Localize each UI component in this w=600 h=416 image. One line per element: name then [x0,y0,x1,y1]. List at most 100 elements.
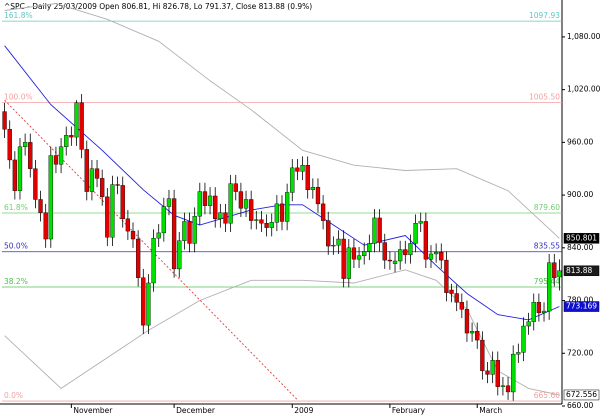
line-end-label: 672.556 [566,390,597,399]
candle-body [120,185,125,220]
candle-body [177,240,182,270]
candle-body [336,238,341,246]
candle-body [423,221,429,260]
candle-body [17,146,23,191]
level-label: 0.0% [4,391,23,400]
candle-body [254,219,259,221]
candle-body [454,293,459,303]
candle-body [130,230,136,240]
candle-body [279,203,285,222]
line-end-label: 773.169 [566,302,597,311]
level-label: 50.0% [4,242,28,251]
candle-body [94,168,100,179]
candle-body [207,195,213,206]
y-tick-label: 900.00 [567,190,593,199]
candle-body [315,186,321,205]
candle-body [398,249,403,262]
candle-body [459,302,464,310]
candle-body [238,191,244,209]
chart-title: ^SPC - Daily 25/03/2009 Open 806.81, Hi … [4,2,312,11]
level-label: 100.0% [4,92,33,101]
candle-body [362,251,367,256]
candle-body [418,221,423,224]
candle-body [449,289,454,294]
line-end-label: 850.801 [566,233,597,242]
overlay-line [4,45,560,321]
candle-body [490,360,495,375]
candle-body [269,222,274,228]
candle-body [351,247,357,260]
candle-body [53,155,59,165]
candle-body [341,238,346,279]
candle-body [7,128,12,161]
candle-body [125,218,131,232]
x-tick-label: February [392,406,426,415]
candle-body [387,259,393,262]
candle-body [228,183,233,224]
candle-body [300,165,305,172]
candle-body [38,199,43,213]
candle-body [264,223,269,228]
candle-body [408,243,413,256]
level-value-label: 665.60 [534,391,560,400]
candle-body [48,155,53,240]
candle-body [531,302,536,322]
candle-body [218,212,223,220]
candle-body [22,142,28,147]
candle-body [377,217,382,243]
x-tick-label: December [176,406,216,415]
candle-body [197,191,202,217]
candle-body [274,203,280,223]
level-label: 38.2% [4,277,28,286]
level-value-label: 1097.93 [529,11,560,20]
candle-body [135,238,141,278]
candle-body [58,146,64,165]
candle-body [331,244,336,247]
candle-body [69,135,74,138]
candle-body [89,168,95,192]
candle-body [295,167,300,172]
candle-body [433,252,439,255]
candle-body [141,277,146,326]
candle-body [536,302,542,314]
candle-body [84,149,89,192]
level-value-label: 795.44 [534,277,560,286]
candle-body [356,255,362,260]
candle-body [43,212,48,240]
candle-body [223,212,228,224]
candle-body [12,159,17,191]
candle-body [105,196,110,238]
candle-body [403,249,408,256]
candle-body [156,232,161,239]
candle-body [64,135,69,147]
candle-body [192,215,197,244]
candle-body [367,243,372,252]
candle-body [202,191,208,206]
y-tick-label: 660.00 [567,401,593,410]
y-tick-label: 840.00 [567,243,593,252]
candle-body [500,385,506,387]
candle-body [79,102,84,150]
candle-body [475,331,480,341]
candle-body [382,242,387,261]
candle-body [28,142,33,169]
candle-body [526,321,531,327]
candle-body [110,184,115,238]
candle-body [444,259,449,293]
candle-body [33,168,38,200]
last-close-label: 813.88 [566,266,592,275]
candle-body [284,192,290,222]
y-tick-label: 960.00 [567,137,593,146]
level-label: 161.8% [4,11,33,20]
candle-body [547,262,552,312]
candle-body [233,183,238,192]
overlay-line [4,99,298,401]
candle-body [249,199,254,221]
candle-body [305,165,310,191]
candle-body [182,221,187,241]
candle-body [320,203,326,221]
y-tick-label: 1,080.00 [567,32,600,41]
level-value-label: 879.60 [534,203,560,212]
